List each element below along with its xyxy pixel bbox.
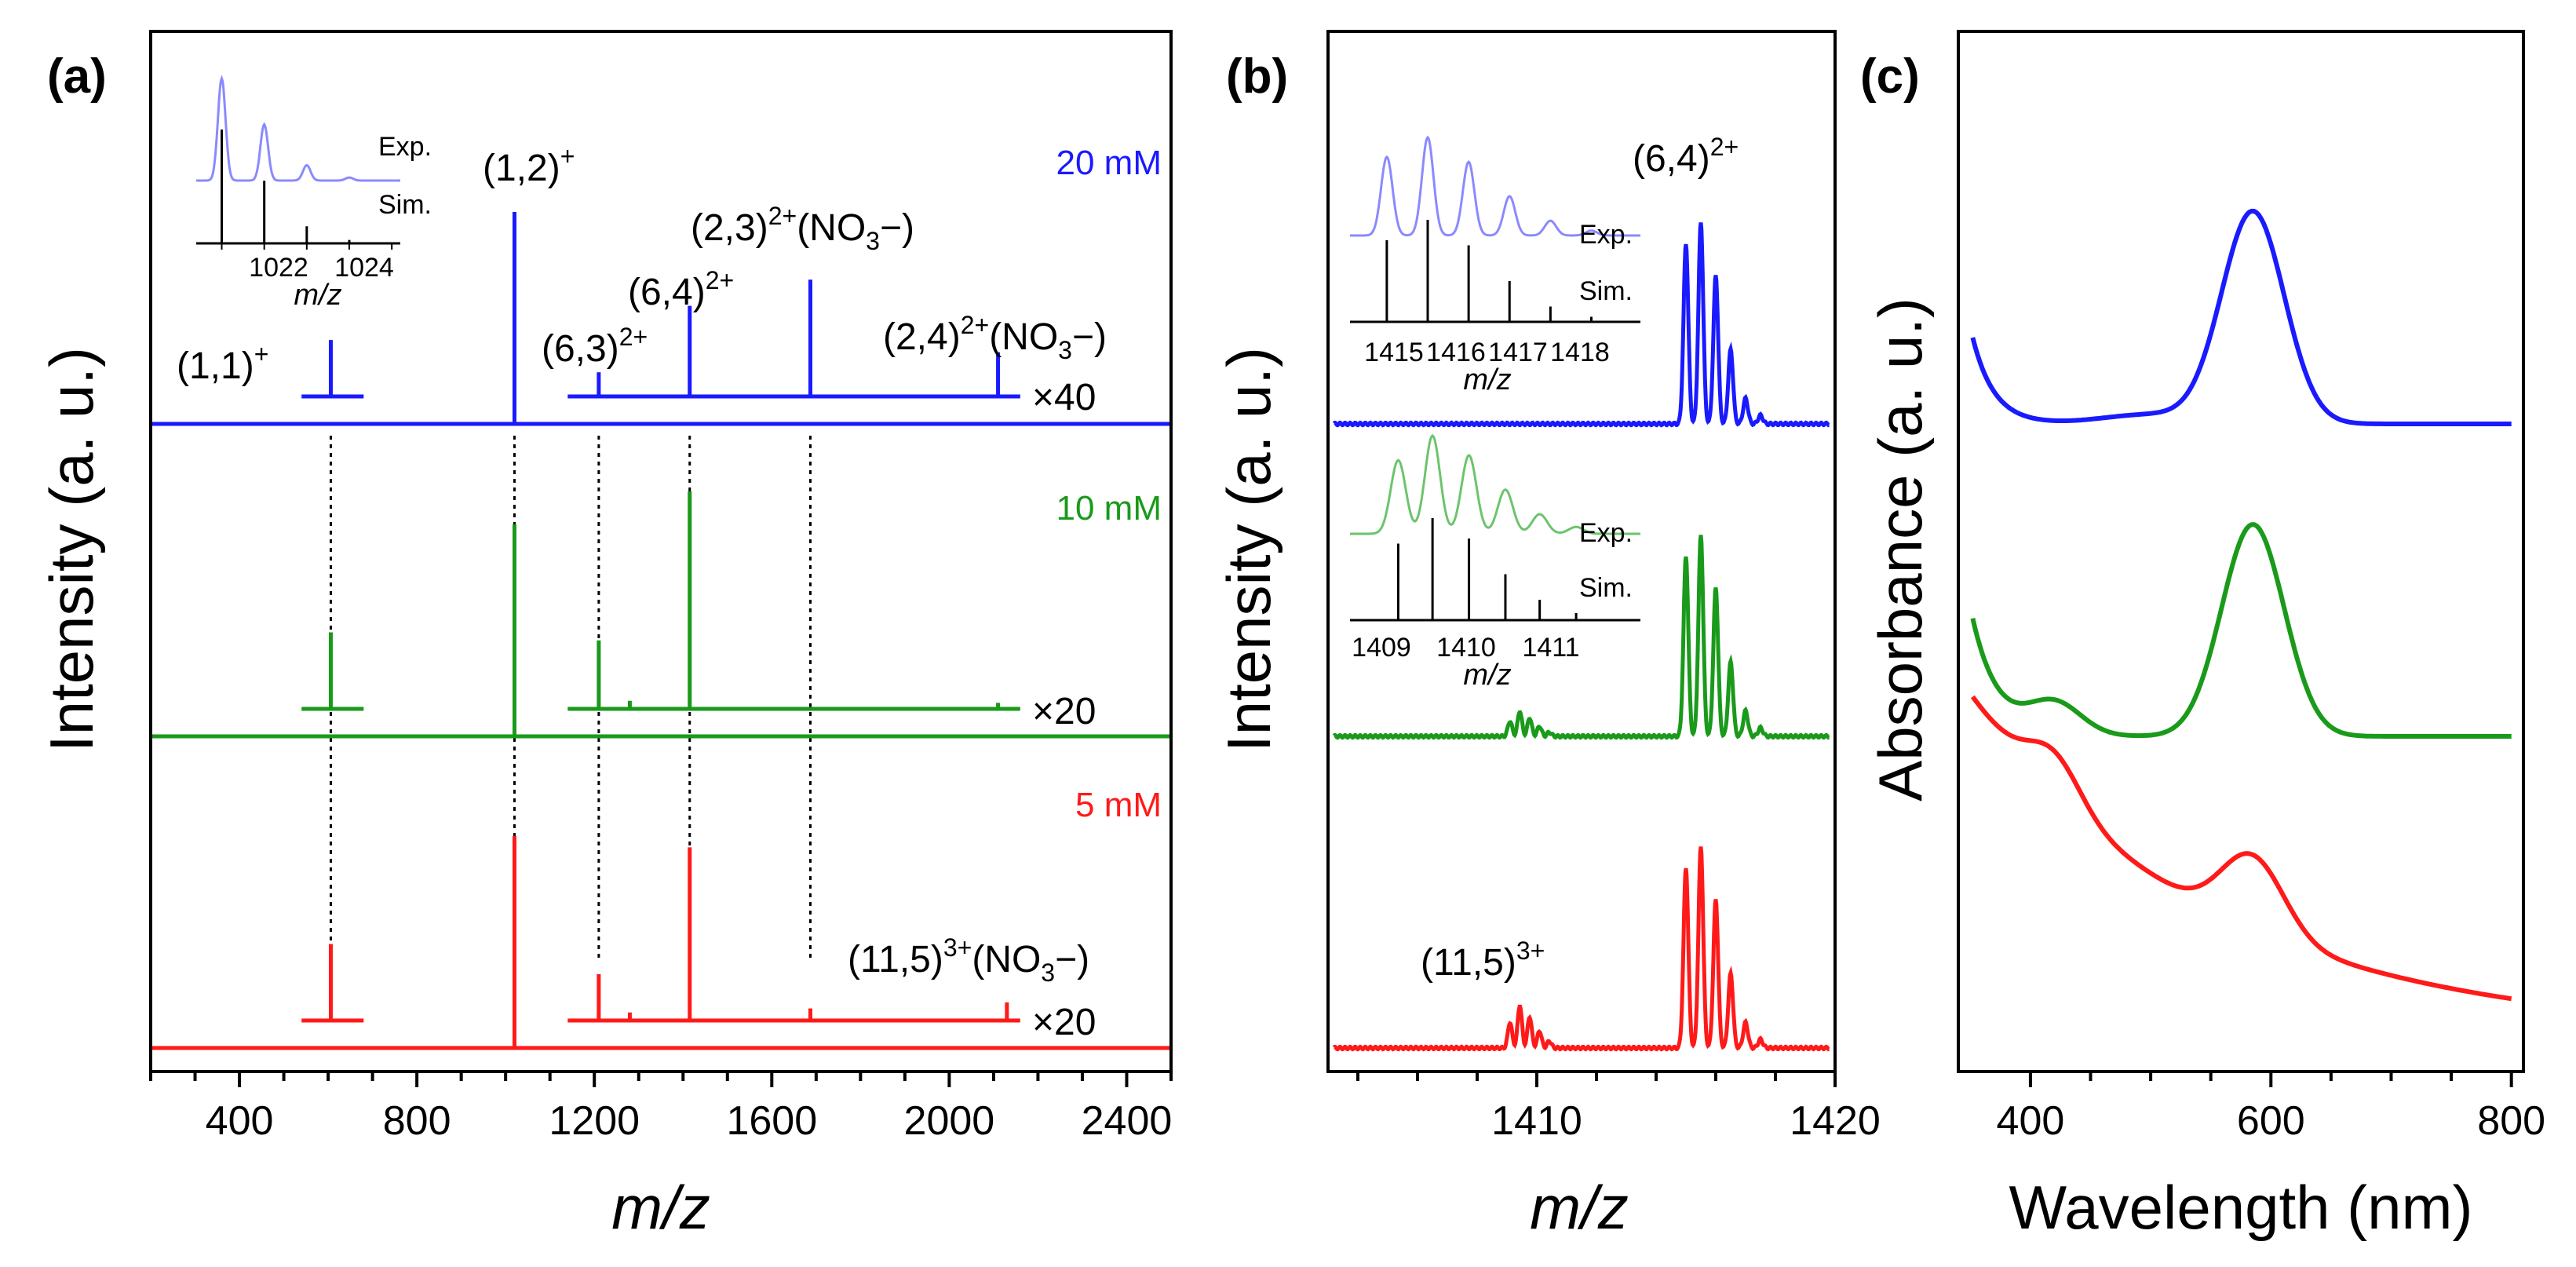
panel-b-inset-top: Exp. Sim. 1415 1416 1417 1418 m/z xyxy=(1350,135,1640,396)
peak-label-6-4: (6,4)2+ xyxy=(628,266,734,313)
panel-b-plot-area xyxy=(1332,222,1830,1052)
panel-a-conc-20: 20 mM xyxy=(1056,144,1162,182)
panel-b-peak-label-6-4: (6,4)2+ xyxy=(1633,133,1739,180)
absorbance-5-mM xyxy=(1970,695,2512,1002)
panel-a-x-title: m/z xyxy=(611,1173,710,1242)
panel-a-inset-tick-1022: 1022 xyxy=(249,253,308,283)
peak-label-1-1: (1,1)+ xyxy=(177,340,268,387)
spectrum-10-mM xyxy=(1332,535,1830,740)
panel-c-plot-area xyxy=(1970,208,2512,1002)
panel-a-inset-tick-1024: 1024 xyxy=(334,253,394,283)
panel-a-x-axis: 400 800 1200 1600 2000 2400 xyxy=(149,1072,1173,1144)
inset-exp-curve xyxy=(1350,135,1640,237)
panel-b-x-title: m/z xyxy=(1530,1173,1629,1242)
x-tick-label: 400 xyxy=(1997,1098,2065,1144)
x-tick-label: 1410 xyxy=(1491,1098,1582,1144)
panel-b-inset-mid-plot xyxy=(1350,433,1640,622)
inset-exp-curve xyxy=(1350,433,1640,535)
panel-b-inset-top-xlabel: m/z xyxy=(1463,363,1511,396)
panel-b-x-axis: 1410 1420 xyxy=(1356,1072,1881,1144)
panel-c-y-title: Absorbance (a. u.) xyxy=(1866,298,1935,801)
panel-a-conc-10: 10 mM xyxy=(1056,489,1162,528)
panel-b-inset-top-tick-1416: 1416 xyxy=(1426,338,1486,367)
panel-a-inset-exp: Exp. xyxy=(378,132,432,162)
panel-b-inset-mid-xlabel: m/z xyxy=(1463,659,1511,692)
spectrum-5-mM xyxy=(1332,846,1830,1052)
panel-a-inset-sim: Sim. xyxy=(378,190,432,220)
panel-b-inset-top-exp: Exp. xyxy=(1579,220,1633,250)
x-tick-label: 800 xyxy=(383,1098,451,1144)
panel-a-scale-40: ×40 xyxy=(1032,377,1096,418)
panel-b-inset-mid-sim: Sim. xyxy=(1579,573,1633,603)
panel-a-scale-20-red: ×20 xyxy=(1032,1002,1096,1043)
panel-b-inset-mid-tick-1410: 1410 xyxy=(1436,633,1496,663)
panel-a-inset: Exp. Sim. 1022 1024 m/z xyxy=(196,75,432,312)
panel-b-inset-mid-tick-1409: 1409 xyxy=(1352,633,1411,663)
x-tick-label: 1600 xyxy=(726,1098,817,1144)
peak-label-2-3: (2,3)2+(NO3−) xyxy=(691,202,914,255)
panel-a-frame xyxy=(149,30,1173,1073)
panel-a-label: (a) xyxy=(47,49,107,104)
absorbance-10-mM xyxy=(1970,522,2512,739)
panel-b-inset-top-tick-1415: 1415 xyxy=(1364,338,1424,367)
panel-b-frame xyxy=(1326,30,1837,1073)
panel-b-inset-top-plot xyxy=(1350,135,1640,323)
panel-c: (c) Absorbance (a. u.) Wavelength (nm) 4… xyxy=(1860,30,2545,1242)
panel-a-plot-area xyxy=(152,212,1169,1050)
panel-b-inset-mid-exp: Exp. xyxy=(1579,518,1633,548)
panel-a-inset-xlabel: m/z xyxy=(294,279,341,312)
x-tick-label: 2400 xyxy=(1082,1098,1173,1144)
x-tick-label: 400 xyxy=(206,1098,274,1144)
panel-b-inset-top-sim: Sim. xyxy=(1579,276,1633,306)
panel-c-frame xyxy=(1957,30,2525,1073)
x-tick-label: 1420 xyxy=(1790,1098,1881,1144)
absorbance-20-mM xyxy=(1970,208,2512,426)
x-tick-label: 1200 xyxy=(549,1098,640,1144)
x-tick-label: 800 xyxy=(2477,1098,2545,1144)
panel-b: (b) Intensity (a. u.) m/z 1410 1420 (6,4)… xyxy=(1214,30,1881,1242)
panel-b-inset-mid-tick-1411: 1411 xyxy=(1522,633,1579,663)
panel-b-peak-label-11-5: (11,5)3+ xyxy=(1421,937,1545,984)
panel-a-inset-plot xyxy=(196,75,400,250)
x-tick-label: 2000 xyxy=(904,1098,995,1144)
panel-b-inset-top-tick-1417: 1417 xyxy=(1488,338,1548,367)
panel-b-y-title: Intensity (a. u.) xyxy=(1214,347,1283,752)
panel-a-scale-20-green: ×20 xyxy=(1032,691,1096,732)
spectrum-20-mM xyxy=(1332,222,1830,428)
panel-b-inset-top-tick-1418: 1418 xyxy=(1550,338,1610,367)
peak-label-2-4: (2,4)2+(NO3−) xyxy=(883,311,1107,364)
peak-label-1-2: (1,2)+ xyxy=(483,142,575,189)
panel-c-label: (c) xyxy=(1860,49,1920,104)
panel-b-label: (b) xyxy=(1226,49,1288,104)
panel-a-y-title: Intensity (a. u.) xyxy=(37,347,106,752)
inset-exp-curve xyxy=(196,75,400,182)
peak-label-11-5-nitrate: (11,5)3+(NO3−) xyxy=(848,933,1089,987)
panel-c-x-axis: 400 600 800 xyxy=(1997,1072,2545,1144)
panel-a: (a) Intensity (a. u.) m/z 400 800 1200 1600… xyxy=(37,30,1173,1242)
x-tick-label: 600 xyxy=(2237,1098,2305,1144)
panel-c-x-title: Wavelength (nm) xyxy=(2009,1173,2473,1242)
panel-b-inset-mid: Exp. Sim. 1409 1410 1411 m/z xyxy=(1350,433,1640,692)
panel-a-conc-5: 5 mM xyxy=(1075,786,1162,824)
peak-label-6-3: (6,3)2+ xyxy=(542,323,648,370)
